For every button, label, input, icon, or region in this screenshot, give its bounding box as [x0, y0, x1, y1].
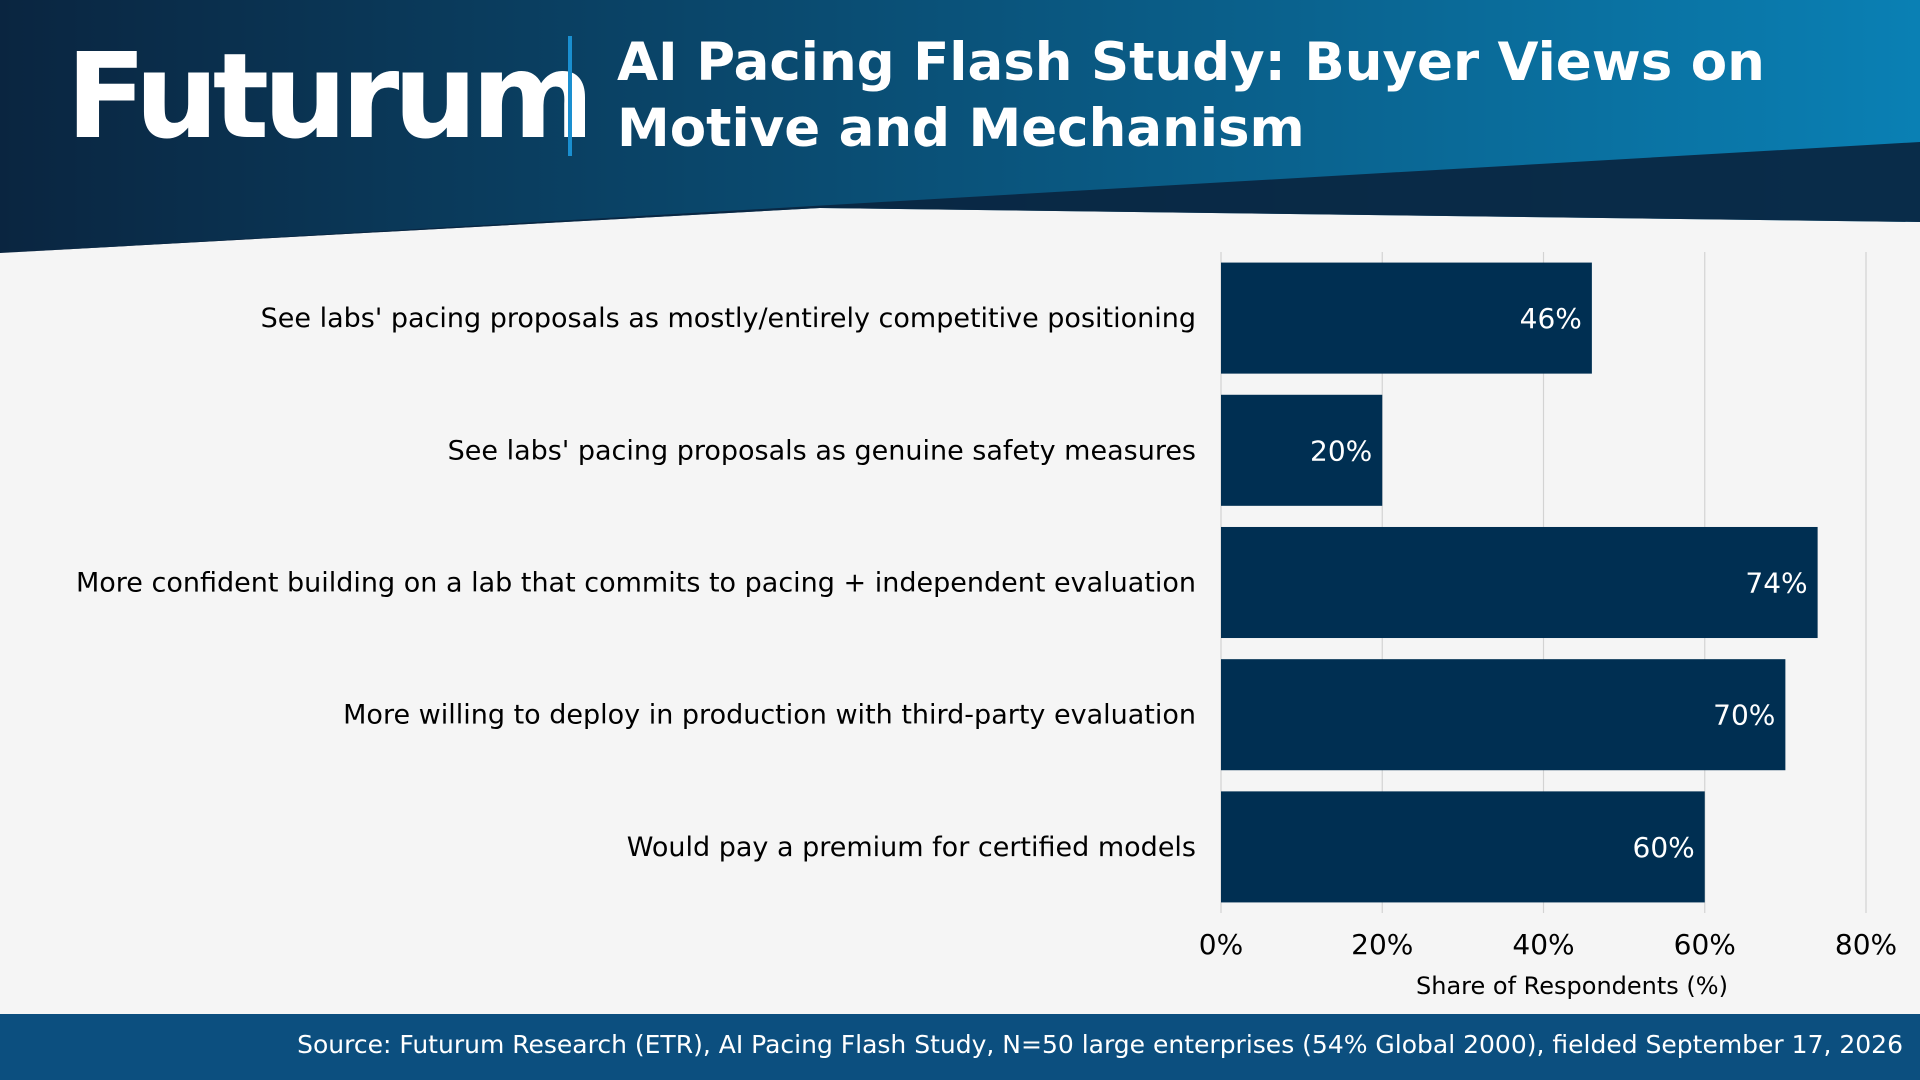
logo-divider: [568, 36, 572, 156]
bar-value-label: 60%: [1633, 831, 1695, 864]
bar: [1221, 659, 1786, 771]
bar-value-label: 20%: [1310, 434, 1372, 467]
bar-value-label: 70%: [1713, 699, 1775, 732]
bar: [1221, 262, 1592, 374]
bar-chart: 46% 20% 74% 70% 60% See labs' pacing proposa…: [76, 252, 1897, 1000]
bars: 46% 20% 74% 70% 60%: [1221, 262, 1818, 903]
header-dark-wedge: [0, 142, 1920, 253]
category-label: See labs' pacing proposals as mostly/ent…: [261, 303, 1196, 334]
x-tick-label: 0%: [1199, 928, 1243, 961]
header-background: [0, 0, 1920, 253]
x-tick-label: 20%: [1351, 928, 1413, 961]
footer-bar: Source: Futurum Research (ETR), AI Pacin…: [0, 1014, 1920, 1080]
category-label: More confident building on a lab that co…: [76, 568, 1196, 599]
x-axis-title: Share of Respondents (%): [1416, 972, 1728, 1000]
bar: [1221, 394, 1383, 506]
x-tick-label: 60%: [1674, 928, 1736, 961]
source-note: Source: Futurum Research (ETR), AI Pacin…: [297, 1030, 1903, 1059]
x-axis-ticks: 0% 20% 40% 60% 80%: [1199, 928, 1897, 961]
bar: [1221, 526, 1818, 639]
category-labels: See labs' pacing proposals as mostly/ent…: [76, 303, 1196, 863]
x-tick-label: 80%: [1835, 928, 1897, 961]
category-label: See labs' pacing proposals as genuine sa…: [448, 435, 1196, 466]
x-tick-label: 40%: [1512, 928, 1574, 961]
bar-value-label: 46%: [1520, 302, 1582, 335]
bar: [1221, 791, 1705, 903]
category-label: Would pay a premium for certified models: [627, 832, 1196, 863]
category-label: More willing to deploy in production wit…: [343, 700, 1196, 731]
page-title: AI Pacing Flash Study: Buyer Views on Mo…: [617, 32, 1765, 159]
futurum-logo: Futurum: [66, 27, 594, 165]
bar-value-label: 74%: [1745, 567, 1807, 600]
